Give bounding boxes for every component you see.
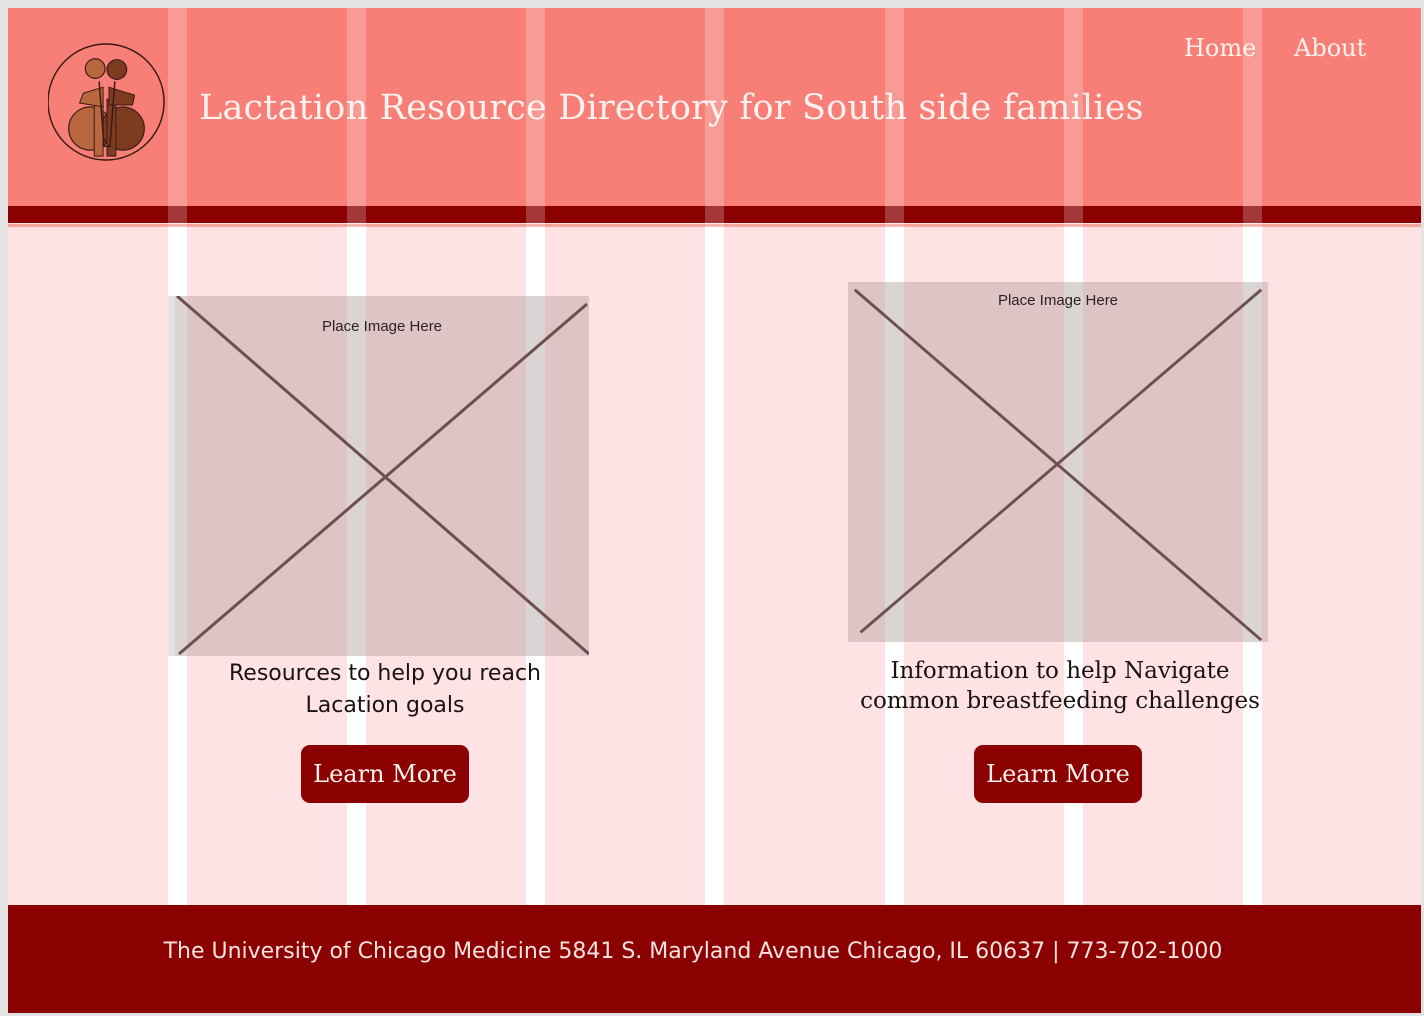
grid-column-overlap <box>347 296 366 656</box>
page-frame: Lactation Resource Directory for South s… <box>8 8 1421 1013</box>
image-placeholder: Place Image Here <box>848 282 1268 642</box>
image-placeholder-cross-icon <box>853 288 1263 642</box>
header-divider <box>8 224 1421 227</box>
grid-column-overlap <box>885 282 904 642</box>
grid-column-body <box>705 227 724 905</box>
site-title: Lactation Resource Directory for South s… <box>199 88 1144 128</box>
image-placeholder-label: Place Image Here <box>321 318 443 335</box>
breastfeeding-figures-logo-icon <box>48 43 165 161</box>
footer-contact-text: The University of Chicago Medicine 5841 … <box>163 939 1223 964</box>
grid-column-overlap <box>1064 282 1083 642</box>
image-placeholder-cross-icon <box>176 296 589 656</box>
card-caption: Resources to help you reach Lacation goa… <box>175 658 595 722</box>
learn-more-button[interactable]: Learn More <box>974 745 1142 803</box>
card-caption-line: common breastfeeding challenges <box>860 688 1260 714</box>
card-caption-line: Lacation goals <box>305 693 465 718</box>
card-caption: Information to help Navigate common brea… <box>830 656 1290 716</box>
card-caption-line: Information to help Navigate <box>890 658 1230 684</box>
image-placeholder: Place Image Here <box>168 296 589 656</box>
nav-home-link[interactable]: Home <box>1184 34 1257 62</box>
grid-column-overlap <box>526 296 545 656</box>
grid-column-overlap <box>168 296 187 656</box>
site-footer: The University of Chicago Medicine 5841 … <box>8 905 1421 1013</box>
grid-column-overlap <box>1243 282 1262 642</box>
learn-more-button[interactable]: Learn More <box>301 745 469 803</box>
nav-about-link[interactable]: About <box>1294 34 1367 62</box>
header-accent-bar <box>8 206 1421 223</box>
card-caption-line: Resources to help you reach <box>228 661 541 686</box>
image-placeholder-label: Place Image Here <box>997 292 1119 309</box>
site-header: Lactation Resource Directory for South s… <box>8 8 1421 206</box>
